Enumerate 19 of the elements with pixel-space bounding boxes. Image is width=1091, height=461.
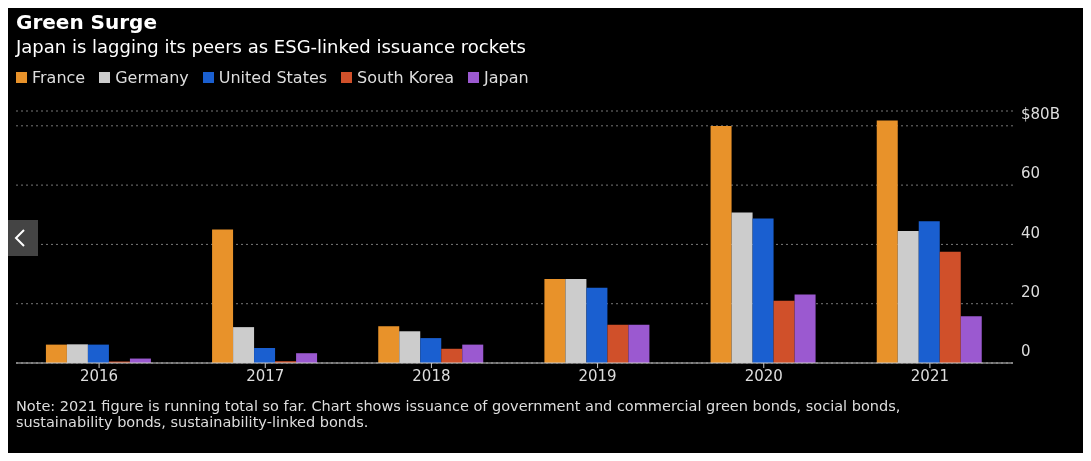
y-tick-label: 20 (1021, 283, 1041, 302)
y-tick-label: 0 (1021, 342, 1031, 361)
x-tick-label: 2016 (79, 366, 119, 385)
chart-subtitle: Japan is lagging its peers as ESG-linked issuance rockets (16, 36, 526, 57)
legend-label: Japan (484, 68, 529, 87)
legend-label: South Korea (357, 68, 455, 87)
x-tick-label: 2017 (246, 366, 285, 385)
y-tick-label: 40 (1021, 223, 1041, 242)
text: Note: 2021 figure is running total so far. Chart shows issuance of government and commercial green bonds, social bonds, sustainability bonds, sustainability-linked bonds. (16, 398, 902, 430)
legend-label: United States (218, 68, 328, 87)
y-tick-label: 60 (1021, 164, 1041, 183)
legend-label: France (32, 68, 86, 87)
legend-label: Germany (115, 68, 189, 87)
x-tick-label: 2019 (578, 366, 617, 385)
y-tick-label: $80B (1021, 105, 1060, 124)
x-tick-label: 2020 (744, 366, 783, 385)
chart-title: Green Surge (16, 10, 157, 34)
x-tick-label: 2018 (412, 366, 451, 385)
x-tick-label: 2021 (910, 366, 950, 385)
